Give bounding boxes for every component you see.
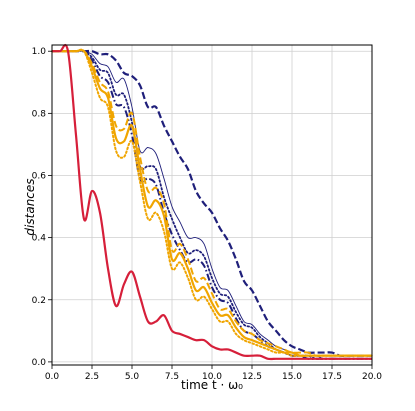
x-tick-label: 15.0 — [282, 372, 302, 382]
y-tick-label: 0.8 — [32, 109, 47, 119]
series-line-1 — [52, 49, 372, 358]
x-tick-label: 10.0 — [202, 372, 222, 382]
x-tick-label: 12.5 — [242, 372, 262, 382]
x-tick-label: 7.5 — [165, 372, 179, 382]
series-line-7 — [51, 48, 373, 357]
x-tick-label: 17.5 — [322, 372, 342, 382]
axis-ticks: 0.0 2.5 5.0 7.5 10.0 12.5 15.0 17.5 20.0 0.0 0.2 0.… — [32, 47, 383, 382]
x-tick-label: 2.5 — [85, 372, 99, 382]
y-tick-label: 0.4 — [32, 234, 47, 244]
x-axis-label: time t · ω₀ — [181, 378, 243, 392]
series-layer — [51, 43, 373, 361]
y-tick-label: 0.0 — [32, 358, 47, 368]
x-tick-label: 5.0 — [125, 372, 140, 382]
y-axis-label: distances — [23, 178, 37, 235]
x-tick-label: 0.0 — [45, 372, 60, 382]
series-line-8 — [52, 43, 372, 361]
y-tick-label: 0.2 — [32, 296, 46, 306]
grid — [51, 45, 373, 365]
x-tick-label: 20.0 — [362, 372, 382, 382]
y-tick-label: 0.6 — [32, 171, 47, 181]
y-tick-label: 1.0 — [32, 47, 47, 57]
